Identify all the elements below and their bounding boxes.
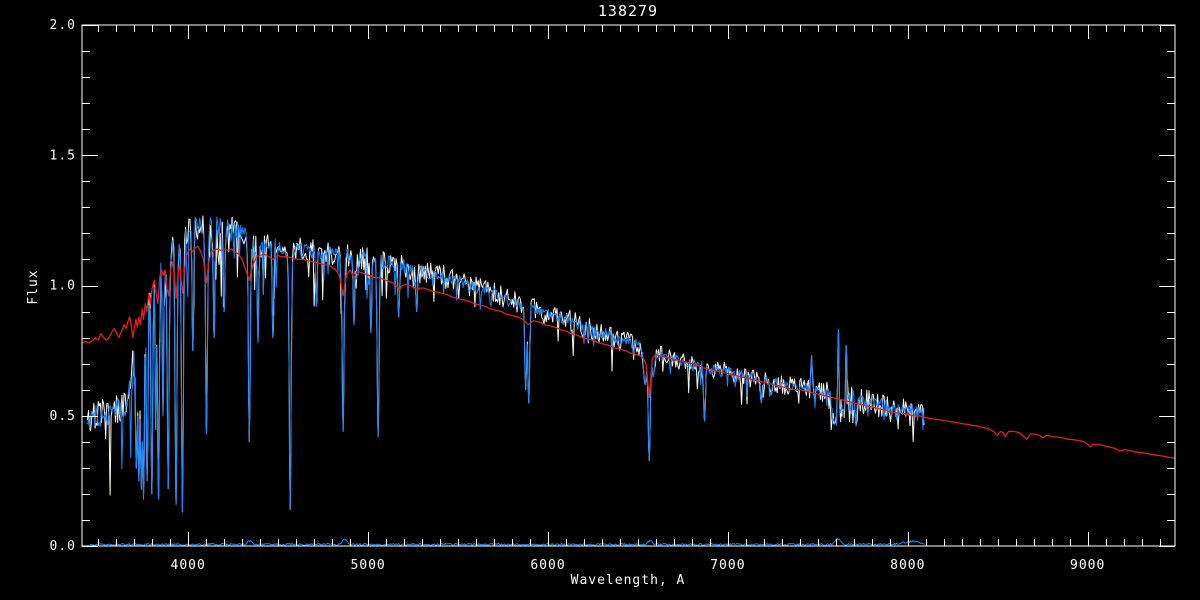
tick-label-layer: 4000 5000 6000 7000 8000 9000 0.0 0.5 1.0 1.5 2.0 [50,18,1105,573]
y-tick-label: 2.0 [50,18,76,33]
noise-floor-spectrum-blue [90,537,925,546]
x-tick-label: 5000 [350,558,385,573]
chart-title: 138279 [598,2,658,20]
y-tick-label: 0.0 [50,539,76,554]
observed-spectrum-blue [86,216,925,513]
x-tick-label: 7000 [710,558,745,573]
y-tick-label: 1.0 [50,279,76,294]
spectrum-series-layer [81,215,1176,546]
plot-frame [81,24,1176,547]
axes-frame-layer [81,24,1176,547]
y-axis-label: Flux [26,269,41,304]
x-tick-label: 6000 [530,558,565,573]
model-spectrum-red [81,245,1176,459]
axis-ticks [82,25,1175,547]
x-tick-label: 4000 [171,558,206,573]
x-tick-label: 9000 [1070,558,1105,573]
x-axis-label: Wavelength, A [571,573,686,588]
y-tick-label: 1.5 [50,148,76,163]
x-tick-label: 8000 [890,558,925,573]
y-tick-label: 0.5 [50,409,76,424]
